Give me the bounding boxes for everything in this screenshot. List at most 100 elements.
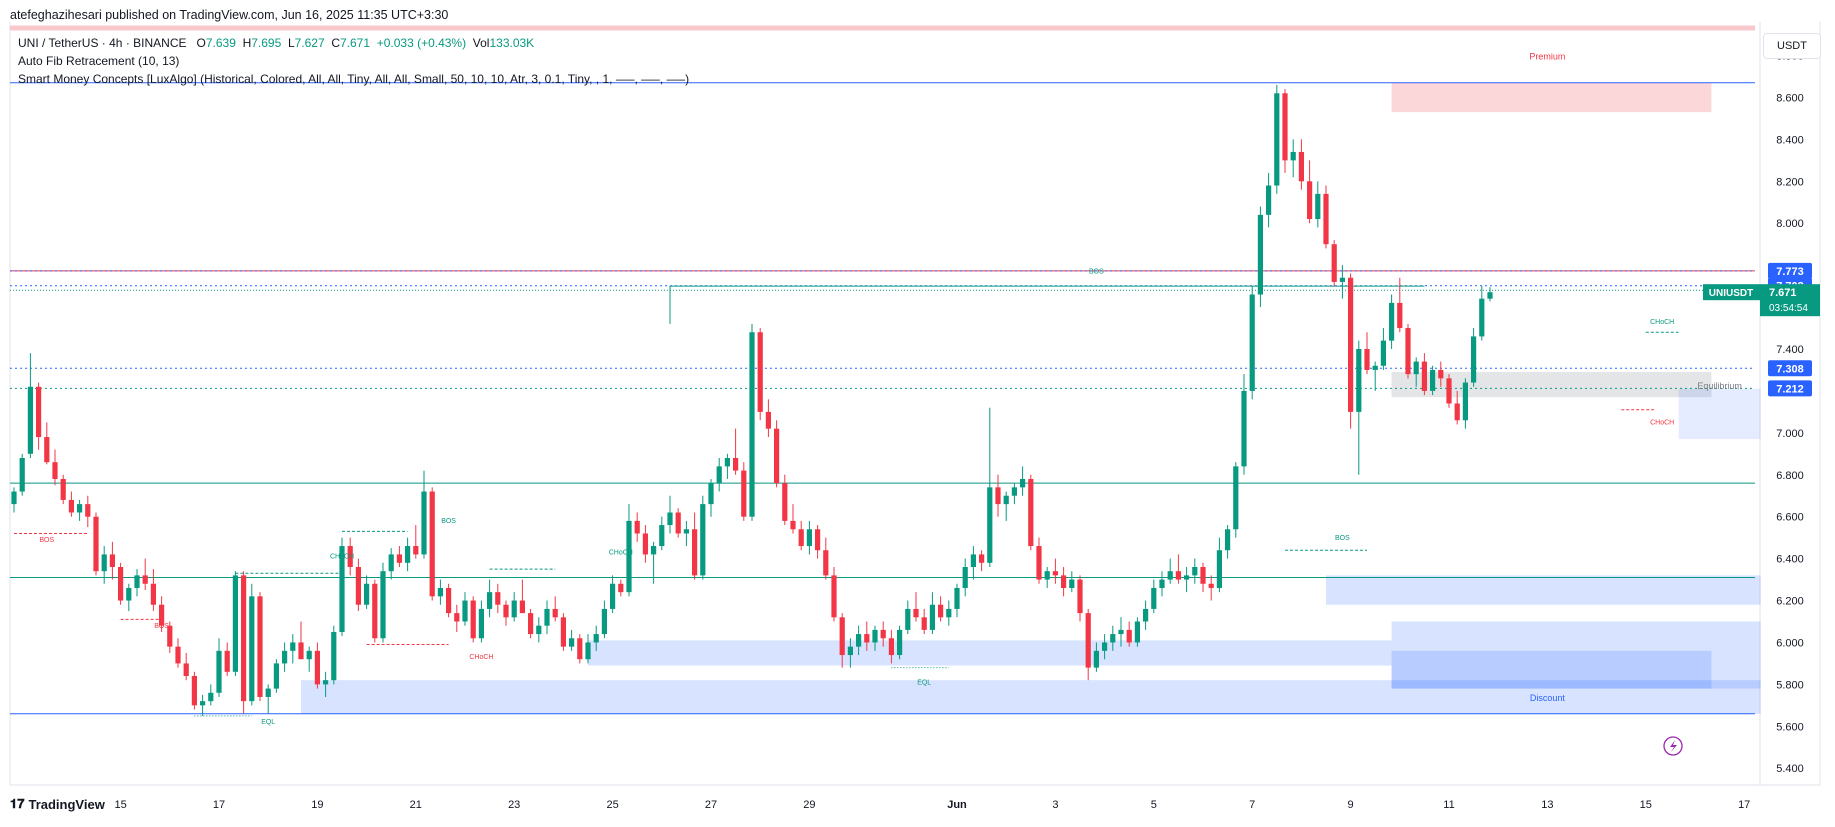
candle	[897, 625, 903, 660]
candle-body	[339, 546, 345, 632]
high-value: 7.695	[251, 36, 282, 50]
candle	[1307, 160, 1313, 224]
candle	[323, 671, 329, 697]
price-label-box	[1768, 360, 1812, 377]
candle-body	[1216, 550, 1222, 588]
currency-button[interactable]: USDT	[1763, 33, 1821, 59]
candle-body	[1389, 302, 1395, 341]
candle	[905, 600, 911, 635]
candle-body	[1052, 571, 1058, 576]
tradingview-logo[interactable]: 𝟏𝟕 TradingView	[10, 796, 105, 812]
y-tick-label: 7.000	[1776, 428, 1804, 440]
candle	[85, 495, 91, 528]
bos-line-may29	[669, 285, 1425, 324]
candle	[913, 592, 919, 622]
candle-body	[150, 583, 156, 605]
candle	[774, 420, 780, 488]
candle	[618, 579, 624, 597]
candle	[1093, 642, 1099, 672]
candle	[1208, 575, 1214, 601]
candle-body	[856, 634, 862, 647]
candle-body	[388, 554, 394, 572]
candle-body	[954, 587, 960, 609]
candle	[175, 638, 181, 668]
candle	[856, 625, 862, 656]
candle	[388, 548, 394, 580]
candle	[1151, 579, 1157, 614]
candle-body	[487, 592, 493, 609]
candle-body	[421, 491, 427, 555]
candle	[782, 474, 788, 526]
candle	[1315, 181, 1321, 228]
candle-body	[1348, 277, 1354, 412]
candle	[601, 600, 607, 639]
symbol-title[interactable]: UNI / TetherUS · 4h · BINANCE	[18, 36, 187, 50]
indicator-fib[interactable]: Auto Fib Retracement (10, 13)	[18, 54, 180, 68]
candle-body	[683, 529, 689, 534]
candle	[1241, 374, 1247, 475]
candle	[560, 613, 566, 651]
candle-body	[634, 520, 640, 534]
candle-body	[1257, 214, 1263, 295]
candle	[1274, 84, 1280, 194]
candle-body	[585, 642, 591, 660]
candle	[1216, 537, 1222, 593]
candle-body	[552, 608, 558, 618]
premium-label: Premium	[1529, 52, 1565, 62]
candle-body	[1471, 336, 1477, 383]
candle-body	[101, 554, 107, 572]
candle-body	[659, 525, 665, 547]
candle-body	[1159, 579, 1165, 588]
candle-body	[675, 512, 681, 534]
candle-body	[1044, 571, 1050, 580]
y-tick-label: 5.400	[1776, 763, 1804, 775]
candle	[921, 608, 927, 635]
candle	[11, 487, 17, 513]
x-tick-label: 23	[508, 799, 520, 811]
candle	[413, 525, 419, 559]
candle-body	[806, 529, 812, 547]
candle-body	[905, 608, 911, 630]
smc-label: CHoCH	[1650, 419, 1674, 426]
candle	[1413, 357, 1419, 387]
candle	[167, 621, 173, 653]
candle	[495, 583, 501, 614]
candle-body	[1446, 378, 1452, 404]
candle	[839, 613, 845, 668]
equilibrium-label: Equilibrium	[1697, 381, 1742, 391]
candle-body	[1462, 382, 1468, 421]
candle-body	[880, 629, 886, 639]
candle-body	[839, 617, 845, 656]
candle-body	[1413, 361, 1419, 375]
candle	[659, 516, 665, 551]
candle	[847, 638, 853, 668]
candle	[1331, 240, 1337, 287]
candle	[1487, 287, 1493, 302]
candle	[757, 328, 763, 421]
candle-body	[528, 613, 534, 635]
candle-body	[1036, 546, 1042, 580]
x-tick-label: 5	[1151, 799, 1157, 811]
candle	[536, 617, 542, 643]
candle-body	[437, 587, 443, 597]
candle-body	[544, 608, 550, 626]
candle	[265, 684, 271, 714]
candle	[1020, 466, 1026, 496]
candle-body	[1339, 277, 1345, 282]
candle	[1356, 340, 1362, 475]
x-tick-label: 3	[1052, 799, 1058, 811]
demand-zone-jun9	[1326, 575, 1761, 605]
candle	[200, 694, 206, 716]
candle	[331, 625, 337, 685]
indicator-smc[interactable]: Smart Money Concepts [LuxAlgo] (Historic…	[18, 72, 690, 86]
candle-body	[790, 520, 796, 530]
candle	[134, 569, 140, 597]
candle	[806, 520, 812, 555]
candle-body	[1274, 93, 1280, 186]
demand-zone-may19	[301, 680, 1761, 714]
candle	[954, 583, 960, 618]
x-tick-label: 9	[1348, 799, 1354, 811]
candle-body	[1077, 579, 1083, 614]
